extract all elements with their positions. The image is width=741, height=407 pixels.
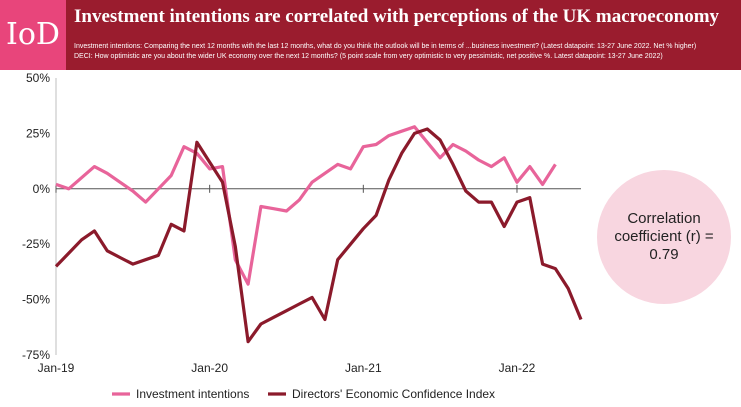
x-tick-label: Jan-21	[345, 361, 382, 375]
x-tick-label: Jan-19	[38, 361, 75, 375]
legend-label: Directors' Economic Confidence Index	[292, 387, 495, 401]
y-tick-label: -25%	[22, 237, 50, 251]
y-tick-label: 0%	[33, 182, 51, 196]
page-title: Investment intentions are correlated wit…	[74, 6, 720, 27]
x-tick-label: Jan-20	[191, 361, 228, 375]
subtitle-investment: Investment intentions: Comparing the nex…	[74, 43, 697, 50]
correlation-text: Correlation coefficient (r) = 0.79	[614, 210, 714, 263]
y-tick-label: 50%	[26, 71, 50, 85]
y-tick-label: 25%	[26, 126, 50, 140]
y-tick-label: -75%	[22, 348, 50, 362]
investment-intentions-line	[55, 125, 557, 286]
legend-label: Investment intentions	[136, 387, 249, 401]
y-tick-label: -50%	[22, 293, 50, 307]
deci-line	[54, 127, 583, 344]
iod-logo: IoD	[0, 0, 66, 70]
header-banner: IoD Investment intentions are correlated…	[0, 0, 741, 70]
x-tick-label: Jan-22	[499, 361, 536, 375]
correlation-bubble: Correlation coefficient (r) = 0.79	[597, 170, 731, 304]
subtitle-deci: DECI: How optimistic are you about the w…	[74, 53, 663, 60]
